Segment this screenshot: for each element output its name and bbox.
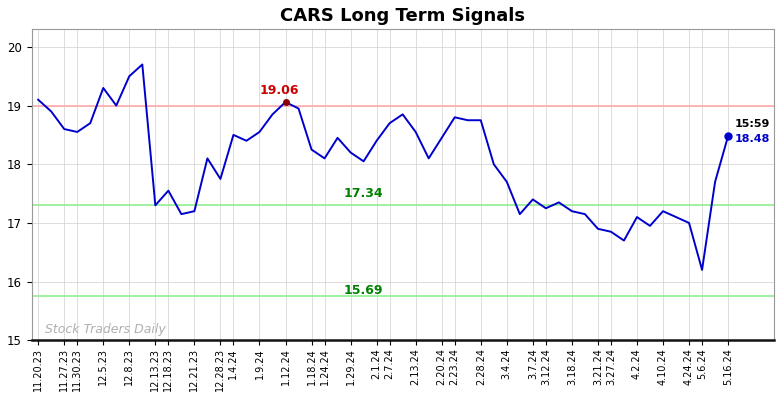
Text: Stock Traders Daily: Stock Traders Daily (45, 323, 165, 336)
Text: 15.69: 15.69 (344, 284, 383, 297)
Text: 17.34: 17.34 (344, 187, 383, 200)
Text: 19.06: 19.06 (260, 84, 299, 98)
Title: CARS Long Term Signals: CARS Long Term Signals (280, 7, 525, 25)
Text: 15:59: 15:59 (735, 119, 770, 129)
Text: 18.48: 18.48 (735, 134, 770, 144)
